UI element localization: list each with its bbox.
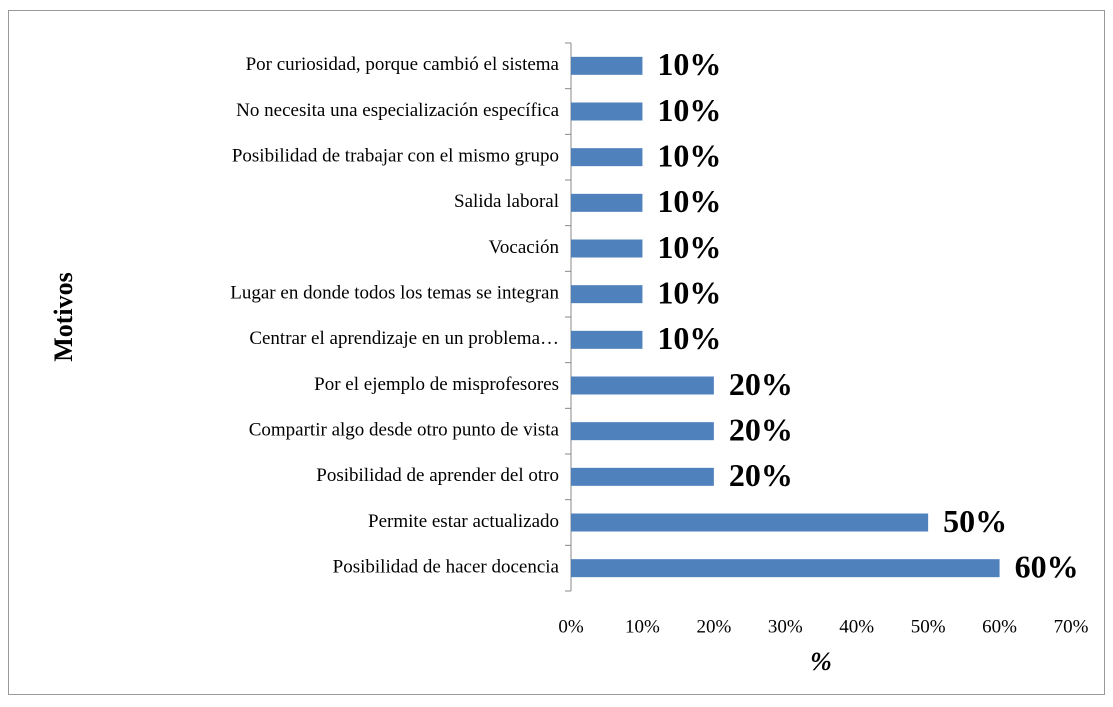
y-tick-label: Centrar el aprendizaje en un problema…	[249, 328, 559, 349]
bar	[571, 467, 714, 486]
value-label: 20%	[729, 412, 793, 448]
value-label: 10%	[657, 275, 721, 311]
x-tick-label: 10%	[625, 616, 660, 637]
bar	[571, 376, 714, 395]
y-tick-label: Por curiosidad, porque cambió el sistema	[246, 54, 560, 75]
x-axis-title: %	[810, 647, 832, 676]
bar	[571, 193, 643, 212]
y-tick-label: Compartir algo desde otro punto de vista	[249, 420, 560, 441]
bar	[571, 102, 643, 121]
y-tick-label: Permite estar actualizado	[368, 511, 559, 532]
y-tick-label: No necesita una especialización específi…	[236, 100, 559, 121]
bar	[571, 422, 714, 441]
value-label: 20%	[729, 366, 793, 402]
bar	[571, 559, 1000, 578]
bar	[571, 148, 643, 167]
y-tick-label: Posibilidad de trabajar con el mismo gru…	[232, 146, 559, 167]
y-tick-label: Por el ejemplo de misprofesores	[314, 374, 559, 395]
value-label: 50%	[943, 503, 1007, 539]
x-tick-label: 70%	[1054, 616, 1089, 637]
y-tick-label: Posibilidad de hacer docencia	[333, 557, 560, 578]
value-label: 10%	[657, 138, 721, 174]
bar	[571, 239, 643, 258]
value-label: 10%	[657, 46, 721, 82]
y-tick-label: Salida laboral	[454, 191, 559, 212]
value-label: 10%	[657, 320, 721, 356]
bar	[571, 285, 643, 304]
x-tick-label: 20%	[696, 616, 731, 637]
x-tick-label: 60%	[982, 616, 1017, 637]
value-label: 10%	[657, 183, 721, 219]
bar	[571, 56, 643, 75]
bar	[571, 513, 929, 532]
value-label: 10%	[657, 92, 721, 128]
x-tick-label: 30%	[768, 616, 803, 637]
y-axis-title: Motivos	[49, 272, 78, 362]
x-tick-label: 40%	[839, 616, 874, 637]
y-tick-label: Lugar en donde todos los temas se integr…	[230, 283, 559, 304]
value-label: 10%	[657, 229, 721, 265]
y-tick-label: Vocación	[489, 237, 560, 258]
x-tick-label: 0%	[558, 616, 584, 637]
x-tick-label: 50%	[911, 616, 946, 637]
bar	[571, 330, 643, 349]
y-tick-label: Posibilidad de aprender del otro	[316, 465, 559, 486]
value-label: 20%	[729, 457, 793, 493]
chart-frame	[8, 10, 1105, 695]
value-label: 60%	[1015, 549, 1079, 585]
